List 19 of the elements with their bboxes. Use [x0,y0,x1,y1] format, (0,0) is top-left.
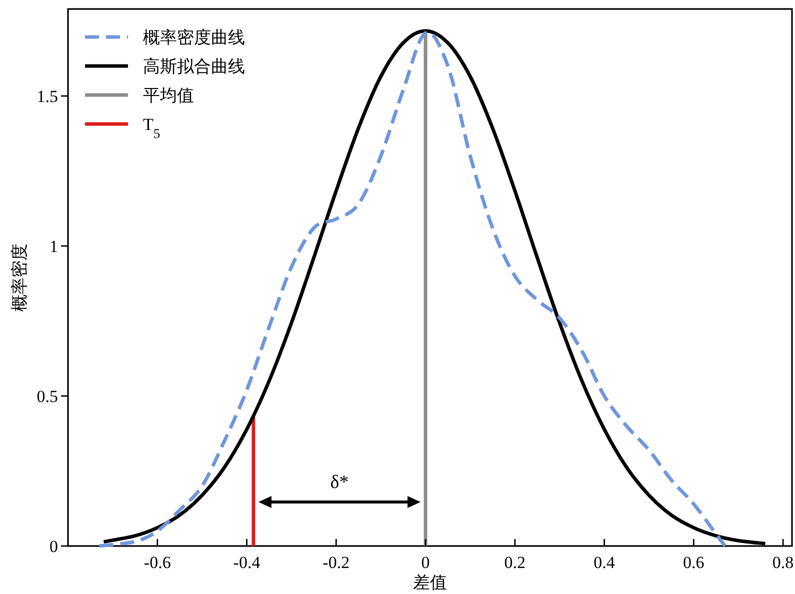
x-tick-label: 0.4 [594,553,616,572]
x-tick-label: -0.4 [233,553,261,572]
x-axis-title: 差值 [413,573,447,592]
legend-label: 概率密度曲线 [143,28,245,47]
y-tick-label: 1.5 [36,87,58,106]
y-axis-title: 概率密度 [10,244,29,312]
legend-label: T$_{5}$ [143,115,160,140]
y-tick-label: 0 [50,537,58,556]
annotation: δ* [330,472,349,493]
legend-label: 高斯拟合曲线 [143,57,245,76]
y-tick-label: 1 [50,237,58,256]
legend-label: 平均值 [143,86,194,105]
x-tick-label: 0 [421,553,430,572]
x-tick-label: 0.6 [683,553,704,572]
x-tick-label: 0.2 [504,553,526,572]
x-tick-label: -0.6 [144,553,171,572]
x-tick-label: 0.8 [772,553,794,572]
y-tick-label: 0.5 [36,387,58,406]
x-tick-label: -0.2 [322,553,350,572]
